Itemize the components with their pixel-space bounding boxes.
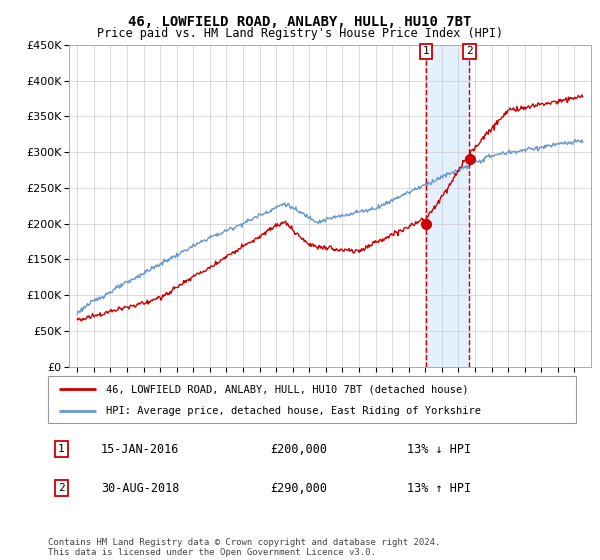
Text: 30-AUG-2018: 30-AUG-2018 — [101, 482, 179, 494]
Text: 1: 1 — [422, 46, 430, 57]
Text: 46, LOWFIELD ROAD, ANLABY, HULL, HU10 7BT: 46, LOWFIELD ROAD, ANLABY, HULL, HU10 7B… — [128, 15, 472, 29]
Bar — [426, 45, 469, 367]
Text: 13% ↑ HPI: 13% ↑ HPI — [407, 482, 471, 494]
Text: 46, LOWFIELD ROAD, ANLABY, HULL, HU10 7BT (detached house): 46, LOWFIELD ROAD, ANLABY, HULL, HU10 7B… — [106, 384, 469, 394]
Text: £290,000: £290,000 — [270, 482, 327, 494]
Text: HPI: Average price, detached house, East Riding of Yorkshire: HPI: Average price, detached house, East… — [106, 405, 481, 416]
Text: 1: 1 — [58, 444, 65, 454]
Text: 15-JAN-2016: 15-JAN-2016 — [101, 442, 179, 456]
Text: 2: 2 — [466, 46, 473, 57]
Text: £200,000: £200,000 — [270, 442, 327, 456]
FancyBboxPatch shape — [48, 376, 576, 423]
Text: Contains HM Land Registry data © Crown copyright and database right 2024.
This d: Contains HM Land Registry data © Crown c… — [48, 538, 440, 557]
Text: 13% ↓ HPI: 13% ↓ HPI — [407, 442, 471, 456]
Text: Price paid vs. HM Land Registry's House Price Index (HPI): Price paid vs. HM Land Registry's House … — [97, 27, 503, 40]
Text: 2: 2 — [58, 483, 65, 493]
